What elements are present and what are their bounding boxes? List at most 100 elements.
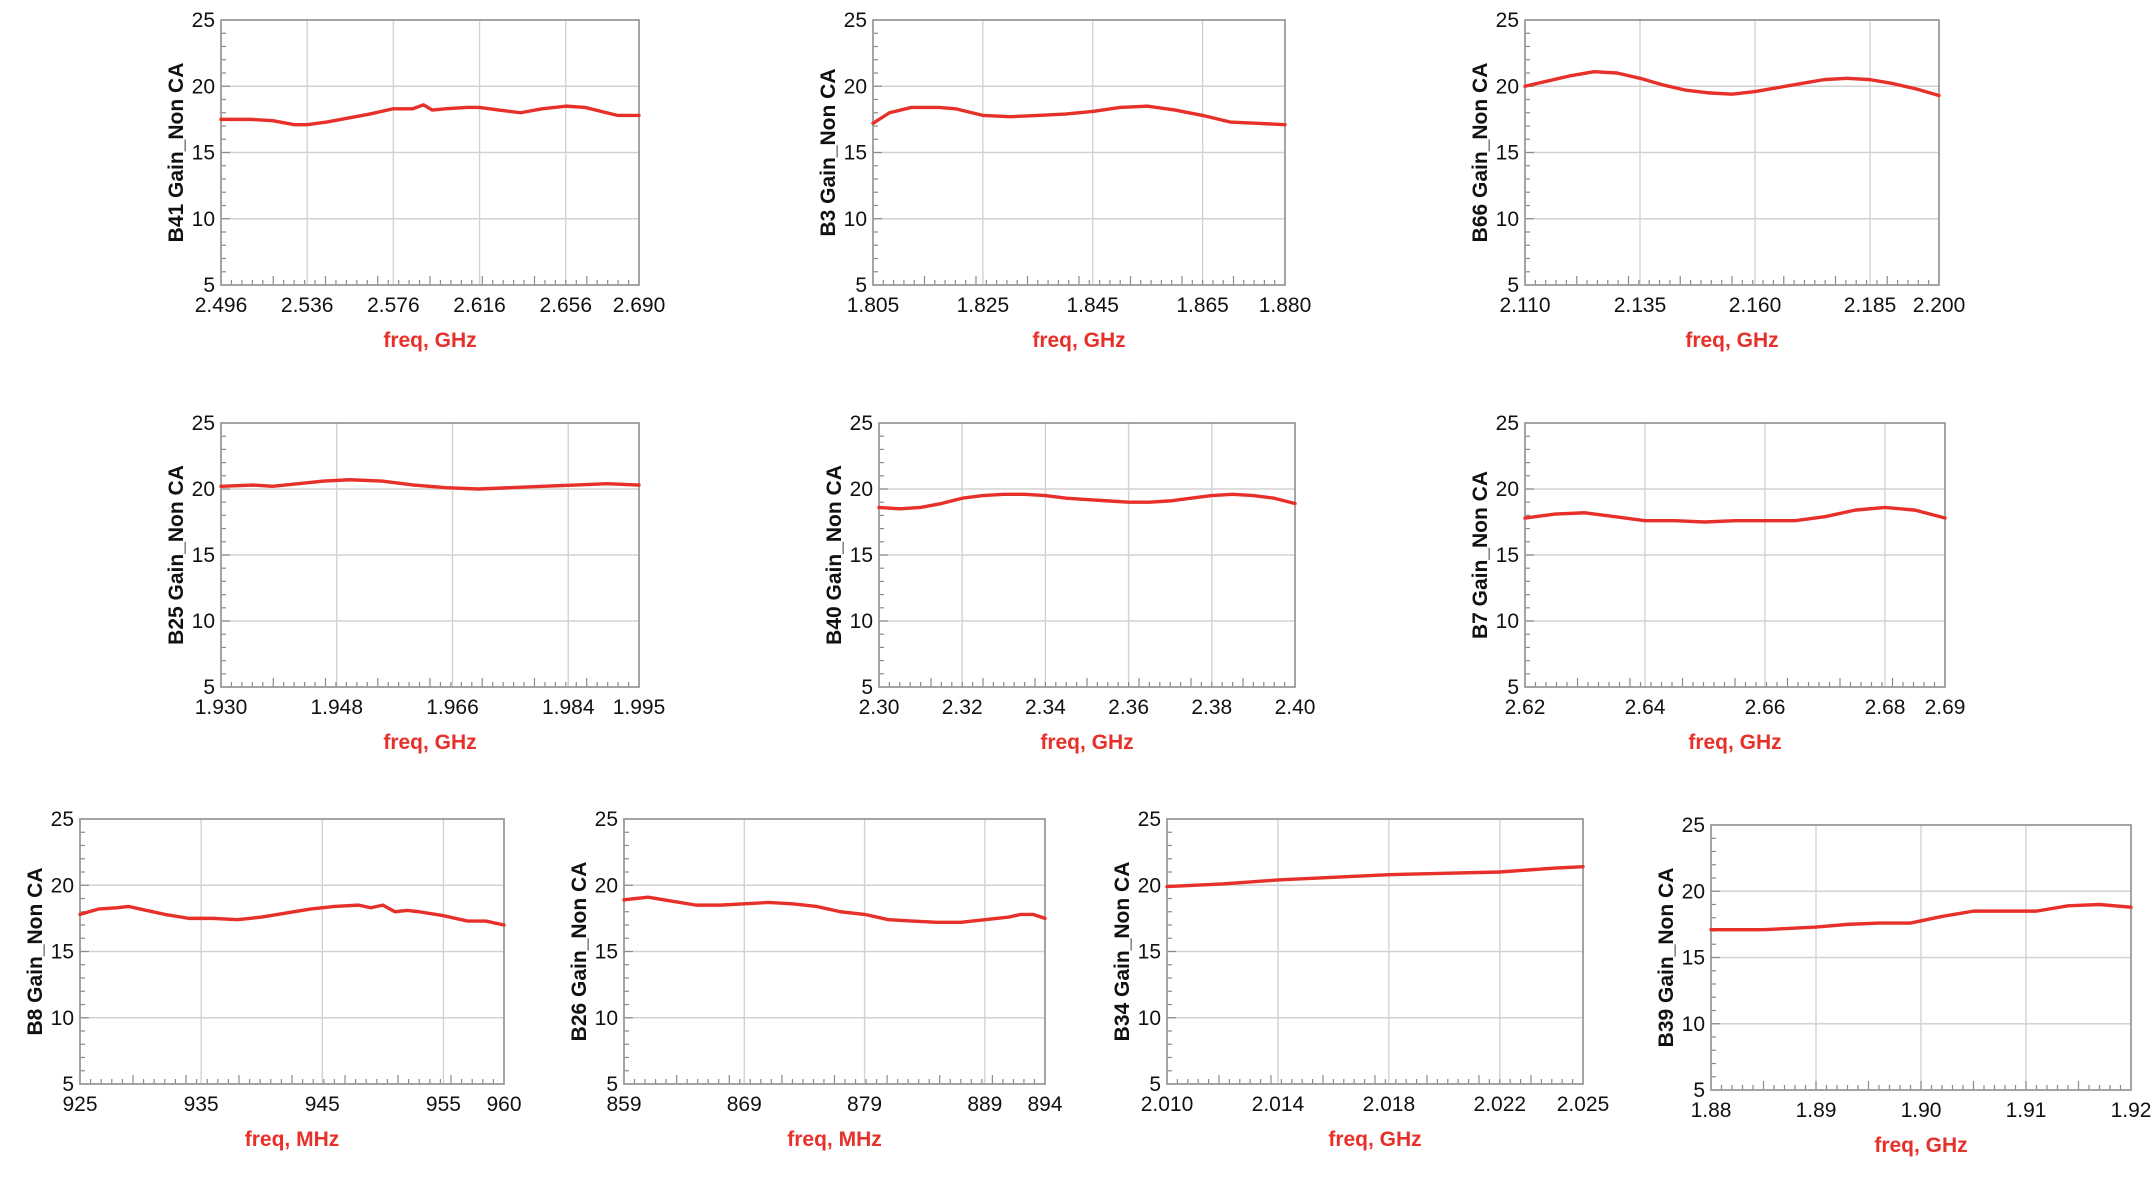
x-tick-label: 1.984 [542, 696, 595, 719]
x-axis-label: freq, GHz [1328, 1128, 1421, 1151]
x-tick-label: 1.995 [613, 696, 666, 719]
x-tick-label: 879 [847, 1093, 882, 1116]
y-tick-label: 20 [844, 75, 867, 98]
chart-svg: 5 10 15 20 25 2.62 2.64 2.66 2.68 2.69 B7 Gain_Non… [1469, 412, 1965, 754]
x-axis-label: freq, GHz [1040, 731, 1133, 754]
chart-8: 5 10 15 20 25 2.010 2.014 2.018 2.022 2.025 B34 Ga… [1087, 807, 1623, 1174]
y-axis-label: B7 Gain_Non CA [1469, 471, 1492, 639]
series-line-0 [219, 103, 641, 127]
x-tick-label: 1.845 [1066, 294, 1119, 317]
x-tick-label: 1.92 [2111, 1099, 2152, 1122]
x-tick-label: 2.690 [613, 294, 666, 317]
y-tick-label: 25 [595, 808, 618, 831]
x-tick-label: 1.805 [847, 294, 900, 317]
chart-svg: 5 10 15 20 25 2.010 2.014 2.018 2.022 2.025 B34 Ga… [1111, 808, 1610, 1151]
minor-ticks [1711, 837, 2122, 1090]
y-tick-label: 5 [203, 274, 215, 297]
chart-svg: 5 10 15 20 25 925 935 945 955 960 B8 Gain_Non CA fr… [24, 808, 522, 1151]
x-tick-label: 2.014 [1252, 1093, 1305, 1116]
x-axis-label: freq, MHz [245, 1128, 340, 1151]
x-tick-label: 889 [967, 1093, 1002, 1116]
chart-svg: 5 10 15 20 25 2.110 2.135 2.160 2.185 2.200 B66 Ga… [1469, 9, 1965, 352]
y-axis-label: B26 Gain_Non CA [568, 862, 591, 1042]
minor-ticks [1525, 435, 1936, 687]
series-line-0 [78, 903, 506, 927]
x-tick-label: 859 [606, 1093, 641, 1116]
chart-svg: 5 10 15 20 25 1.930 1.948 1.966 1.984 1.995 B25 Ga… [165, 412, 666, 754]
plot-frame [220, 19, 640, 286]
y-tick-label: 10 [192, 208, 215, 231]
y-axis-label: B39 Gain_Non CA [1655, 868, 1678, 1048]
y-tick-label: 5 [1507, 274, 1519, 297]
grid [80, 819, 504, 1084]
grid [873, 20, 1285, 285]
y-tick-label: 10 [1496, 610, 1519, 633]
chart-7: 5 10 15 20 25 859 869 879 889 894 B26 Gain_Non CA f… [544, 807, 1085, 1174]
y-tick-label: 20 [1138, 874, 1161, 897]
series-line-0 [219, 478, 641, 491]
y-tick-label: 20 [595, 874, 618, 897]
plot-frame [1524, 422, 1946, 688]
y-tick-label: 20 [1496, 75, 1519, 98]
grid [221, 423, 639, 687]
minor-ticks [1525, 32, 1930, 285]
minor-ticks [221, 435, 630, 687]
x-tick-label: 2.34 [1025, 696, 1066, 719]
x-tick-label: 2.536 [281, 294, 334, 317]
y-tick-label: 25 [192, 412, 215, 435]
grid [1525, 423, 1945, 687]
x-tick-label: 2.32 [942, 696, 983, 719]
series-line-0 [871, 104, 1287, 127]
x-tick-label: 2.185 [1844, 294, 1897, 317]
y-tick-label: 25 [850, 412, 873, 435]
series-line-0 [1709, 902, 2133, 932]
y-tick-label: 15 [192, 544, 215, 567]
x-tick-label: 935 [184, 1093, 219, 1116]
y-tick-label: 15 [1496, 544, 1519, 567]
y-tick-label: 5 [1507, 676, 1519, 699]
y-tick-label: 5 [62, 1073, 74, 1096]
plot-frame [623, 818, 1046, 1085]
grid [221, 20, 639, 285]
x-tick-label: 2.025 [1557, 1093, 1610, 1116]
y-axis-label: B25 Gain_Non CA [165, 465, 188, 645]
chart-svg: 5 10 15 20 25 859 869 879 889 894 B26 Gain_Non CA f… [568, 808, 1063, 1151]
y-tick-label: 20 [192, 75, 215, 98]
x-axis-label: freq, MHz [787, 1128, 882, 1151]
y-tick-label: 5 [855, 274, 867, 297]
y-tick-label: 15 [595, 941, 618, 964]
y-tick-label: 15 [1138, 941, 1161, 964]
x-tick-label: 960 [486, 1093, 521, 1116]
x-tick-label: 955 [426, 1093, 461, 1116]
chart-9: 5 10 15 20 25 1.88 1.89 1.90 1.91 1.92 B39 Gain_No… [1631, 813, 2152, 1180]
chart-3: 5 10 15 20 25 1.930 1.948 1.966 1.984 1.995 B25 Ga… [141, 411, 679, 777]
y-tick-label: 15 [1682, 947, 1705, 970]
y-axis-label: B41 Gain_Non CA [165, 63, 188, 243]
y-tick-label: 15 [844, 142, 867, 165]
y-tick-label: 5 [1693, 1079, 1705, 1102]
x-tick-label: 2.66 [1745, 696, 1786, 719]
y-tick-label: 5 [861, 676, 873, 699]
chart-svg: 5 10 15 20 25 2.496 2.536 2.576 2.616 2.656 2.690 B… [165, 9, 666, 352]
x-tick-label: 2.110 [1500, 294, 1551, 317]
grid [1167, 819, 1583, 1084]
y-tick-label: 25 [844, 9, 867, 32]
x-tick-label: 2.018 [1363, 1093, 1416, 1116]
x-tick-label: 1.865 [1176, 294, 1229, 317]
minor-ticks [80, 831, 494, 1084]
y-tick-label: 10 [844, 208, 867, 231]
plot-frame [1710, 824, 2132, 1091]
y-tick-label: 10 [1682, 1013, 1705, 1036]
y-tick-label: 25 [1138, 808, 1161, 831]
x-tick-label: 2.160 [1729, 294, 1782, 317]
series-line-0 [1523, 69, 1941, 98]
minor-ticks [221, 32, 630, 285]
x-tick-label: 2.616 [453, 294, 506, 317]
x-tick-label: 2.576 [367, 294, 420, 317]
x-tick-label: 1.966 [426, 696, 479, 719]
x-tick-label: 894 [1027, 1093, 1062, 1116]
x-tick-label: 1.880 [1259, 294, 1312, 317]
x-tick-label: 2.68 [1865, 696, 1906, 719]
y-tick-label: 25 [192, 9, 215, 32]
